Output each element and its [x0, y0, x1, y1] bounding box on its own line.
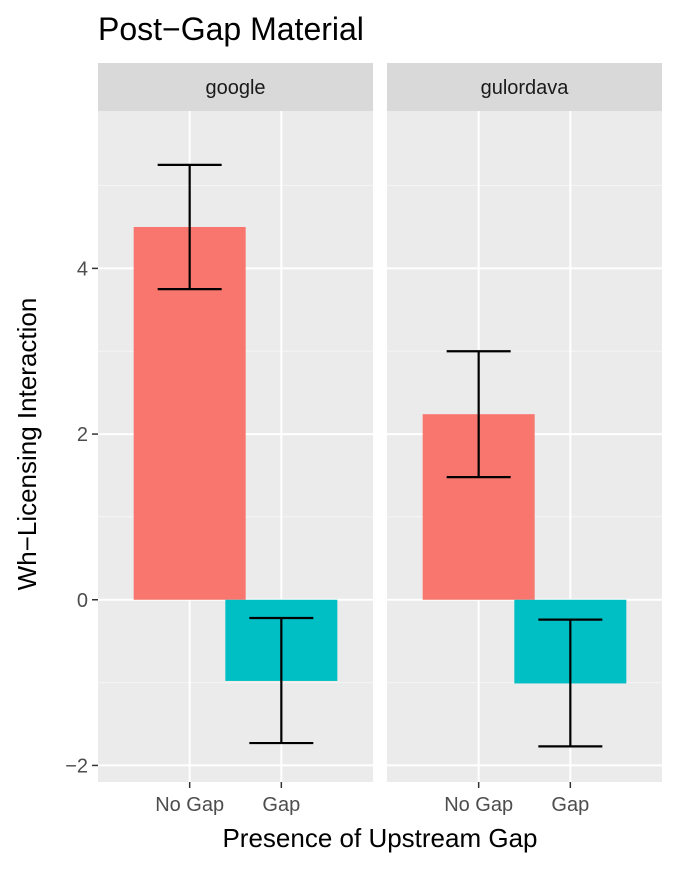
facet-label: google	[205, 77, 265, 99]
y-tick-label: −2	[65, 755, 88, 777]
error-bar	[446, 350, 511, 479]
x-tick-label: No Gap	[155, 794, 224, 816]
panels-layer: google No Gap Gap gulordava No Gap Gap	[98, 63, 662, 816]
y-tick-label: 0	[77, 590, 88, 612]
y-tick-label: 2	[77, 424, 88, 446]
error-bar	[249, 616, 314, 745]
x-axis-title: Presence of Upstream Gap	[222, 823, 537, 853]
facet-strip	[387, 63, 662, 111]
facet-strip	[98, 63, 373, 111]
panel-gulordava: gulordava No Gap Gap	[387, 63, 662, 816]
chart-title: Post−Gap Material	[98, 11, 364, 47]
facet-label: gulordava	[481, 77, 570, 99]
error-bar	[538, 618, 603, 748]
x-tick-label: No Gap	[444, 794, 513, 816]
x-tick-label: Gap	[551, 794, 589, 816]
panel-google: google No Gap Gap	[98, 63, 373, 816]
y-axis-title: Wh−Licensing Interaction	[12, 298, 42, 591]
y-tick-label: 4	[77, 258, 88, 280]
x-tick-label: Gap	[262, 794, 300, 816]
error-bar	[157, 163, 222, 291]
y-axis: −2 0 2 4	[65, 258, 98, 777]
